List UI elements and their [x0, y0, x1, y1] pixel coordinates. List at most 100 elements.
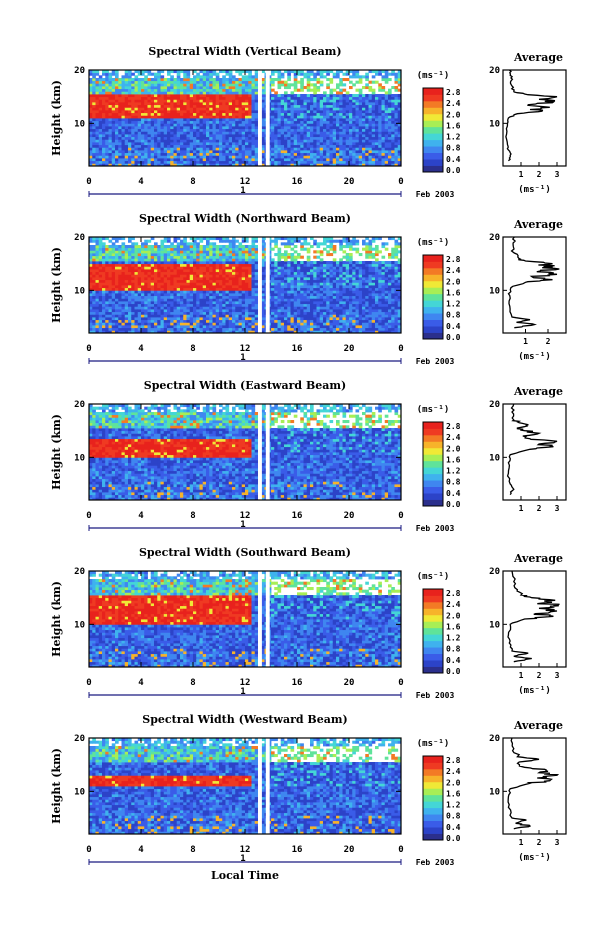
heatmap-cell	[248, 150, 252, 154]
heatmap-cell	[384, 102, 389, 106]
heatmap-cell	[98, 163, 103, 167]
heatmap-cell	[202, 80, 207, 84]
heatmap-cell	[189, 107, 194, 111]
heatmap-cell	[150, 327, 155, 331]
heatmap-cell	[280, 118, 285, 122]
heatmap-cell	[202, 158, 207, 162]
heatmap-cell	[186, 86, 191, 90]
heatmap-cell	[212, 314, 217, 318]
heatmap-cell	[339, 83, 343, 87]
heatmap-cell	[176, 237, 181, 241]
heatmap-cell	[397, 78, 402, 82]
heatmap-cell	[180, 279, 184, 283]
heatmap-cell	[180, 301, 184, 305]
heatmap-cell	[254, 144, 259, 148]
heatmap-cell	[92, 295, 96, 299]
heatmap-cell	[163, 131, 168, 135]
heatmap-cell	[202, 160, 207, 164]
heatmap-cell	[134, 290, 139, 294]
heatmap-cell	[238, 247, 243, 251]
heatmap-cell	[232, 78, 236, 82]
heatmap-cell	[222, 250, 226, 254]
heatmap-cell	[147, 78, 152, 82]
heatmap-cell	[157, 295, 161, 299]
heatmap-cell	[306, 110, 311, 114]
heatmap-cell	[303, 115, 308, 119]
heatmap-cell	[134, 96, 139, 100]
heatmap-cell	[193, 255, 197, 259]
heatmap-cell	[105, 274, 109, 278]
heatmap-cell	[102, 247, 106, 251]
heatmap-cell	[183, 319, 187, 323]
heatmap-cell	[251, 126, 256, 130]
heatmap-cell	[310, 118, 314, 122]
heatmap-cell	[358, 144, 363, 148]
heatmap-cell	[147, 322, 152, 326]
heatmap-cell	[339, 136, 343, 140]
heatmap-cell	[342, 110, 347, 114]
heatmap-cell	[102, 134, 106, 138]
heatmap-cell	[206, 70, 210, 74]
heatmap-cell	[150, 72, 155, 76]
heatmap-cell	[137, 72, 142, 76]
heatmap-cell	[212, 301, 217, 305]
heatmap-cell	[154, 242, 158, 246]
heatmap-cell	[124, 330, 129, 334]
heatmap-cell	[358, 115, 363, 119]
heatmap-cell	[102, 78, 106, 82]
heatmap-cell	[394, 128, 399, 132]
heatmap-cell	[238, 271, 243, 275]
heatmap-cell	[128, 282, 132, 286]
heatmap-cell	[150, 330, 155, 334]
heatmap-cell	[271, 123, 275, 127]
heatmap-cell	[232, 112, 236, 116]
heatmap-cell	[108, 253, 113, 257]
heatmap-cell	[154, 123, 158, 127]
heatmap-cell	[196, 319, 200, 323]
heatmap-cell	[215, 314, 220, 318]
heatmap-cell	[394, 112, 399, 116]
heatmap-cell	[326, 126, 330, 130]
heatmap-cell	[170, 110, 174, 114]
heatmap-cell	[222, 163, 226, 167]
heatmap-cell	[316, 72, 321, 76]
heatmap-cell	[206, 277, 210, 281]
heatmap-cell	[329, 160, 334, 164]
heatmap-cell	[228, 99, 233, 103]
heatmap-cell	[300, 142, 304, 146]
heatmap-cell	[131, 83, 135, 87]
heatmap-cell	[193, 325, 197, 329]
heatmap-cell	[235, 115, 239, 119]
data-gap	[258, 70, 262, 166]
heatmap-cell	[310, 123, 314, 127]
heatmap-cell	[293, 152, 298, 156]
heatmap-cell	[163, 298, 168, 302]
heatmap-cell	[303, 152, 308, 156]
heatmap-cell	[222, 86, 226, 90]
heatmap-cell	[215, 269, 220, 273]
heatmap-cell	[254, 142, 259, 146]
heatmap-cell	[118, 261, 122, 265]
heatmap-cell	[180, 266, 184, 270]
heatmap-cell	[189, 147, 194, 151]
heatmap-cell	[238, 160, 243, 164]
heatmap-cell	[131, 330, 135, 334]
heatmap-cell	[287, 94, 291, 98]
heatmap-cell	[362, 142, 366, 146]
heatmap-cell	[196, 86, 200, 90]
heatmap-cell	[245, 104, 249, 108]
heatmap-cell	[92, 279, 96, 283]
heatmap-cell	[238, 327, 243, 331]
heatmap-cell	[355, 152, 360, 156]
x-tick-label: 16	[292, 177, 303, 187]
heatmap-cell	[147, 298, 152, 302]
heatmap-cell	[121, 139, 126, 143]
heatmap-cell	[121, 163, 126, 167]
heatmap-cell	[248, 158, 252, 162]
heatmap-cell	[329, 91, 334, 95]
heatmap-cell	[193, 330, 197, 334]
heatmap-cell	[225, 94, 230, 98]
heatmap-cell	[144, 80, 148, 84]
heatmap-cell	[300, 88, 304, 92]
heatmap-cell	[89, 142, 93, 146]
